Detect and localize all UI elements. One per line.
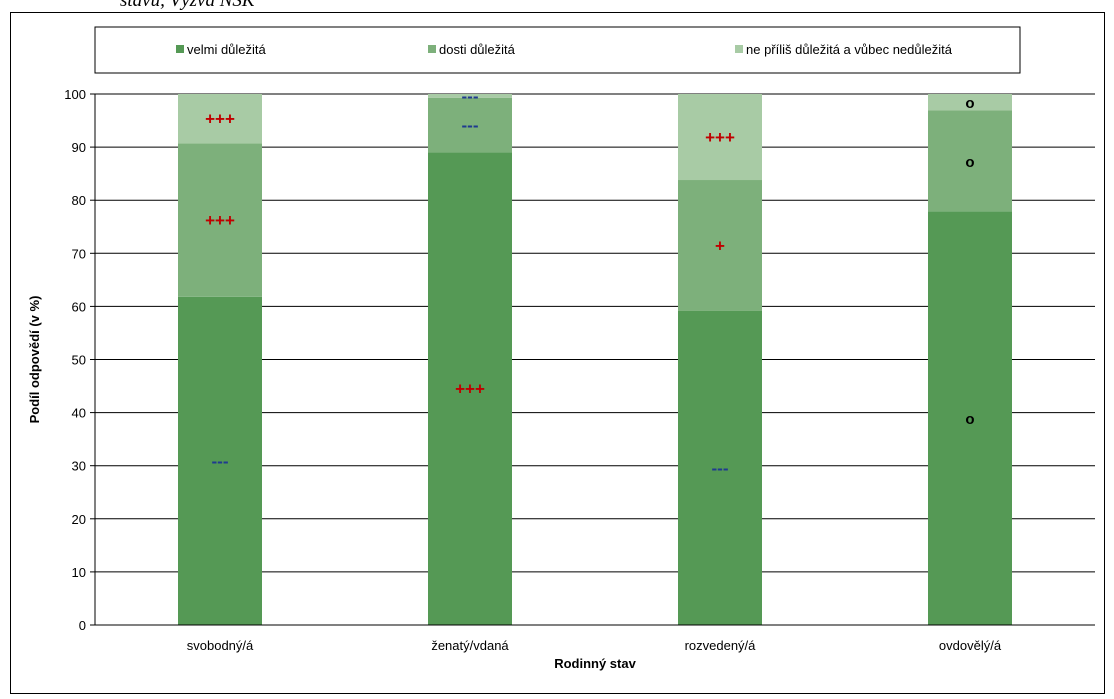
sig-marker-2-2: --- [462,116,479,135]
bar-1-3 [178,94,262,144]
axes: 0 10 20 30 40 50 60 70 80 90 100 svobodný/á ženatý/v… [27,87,1095,671]
y-tick-label-50: 50 [72,353,86,368]
bar-1-2 [178,143,262,297]
legend-label-1: velmi důležitá [187,42,267,57]
sig-marker-1-2: +++ [205,211,235,230]
legend-box [94,26,1021,74]
bar-3-1 [678,310,762,625]
x-tick-label-2: ženatý/vdaná [431,638,509,653]
x-axis-title: Rodinný stav [554,656,636,671]
legend-swatch-1 [176,45,184,53]
bar-4-1 [928,211,1012,625]
sig-marker-4-1: o [965,411,974,428]
x-tick-label-3: rozvedený/á [685,638,757,653]
x-tick-label-1: svobodný/á [187,638,254,653]
bar-2-1 [428,152,512,625]
y-tick-label-100: 100 [64,87,86,102]
y-tick-label-60: 60 [72,299,86,314]
y-axis-title: Podíl odpovědí (v %) [27,296,42,424]
bar-2-2 [428,97,512,153]
y-tick-label-10: 10 [72,565,86,580]
y-tick-label-70: 70 [72,246,86,261]
bar-3-2 [678,180,762,311]
legend-swatch-2 [428,45,436,53]
legend-swatch-3 [735,45,743,53]
sig-marker-1-1: --- [212,452,229,471]
bar-4-3 [928,94,1012,111]
y-tick-label-20: 20 [72,512,86,527]
sig-marker-3-3: +++ [705,128,735,147]
sig-marker-3-2: + [715,236,725,255]
bar-4-2 [928,110,1012,212]
y-tick-label-40: 40 [72,406,86,421]
stacked-bar-chart: velmi důležitá dosti důležitá ne příliš dů… [27,26,1095,671]
bar-1-1 [178,296,262,625]
legend-label-2: dosti důležitá [439,42,516,57]
legend: velmi důležitá dosti důležitá ne příliš dů… [94,26,1021,74]
chart-frame: velmi důležitá dosti důležitá ne příliš dů… [10,12,1105,694]
sig-marker-1-3: +++ [205,110,235,129]
significance-markers: ---+++++++++---------++++ooo [205,87,974,478]
bars [178,94,1012,625]
sig-marker-4-3: o [965,95,974,112]
legend-label-3: ne příliš důležitá a vůbec nedůležitá [746,42,953,57]
y-tick-label-0: 0 [79,618,86,633]
y-tick-label-90: 90 [72,140,86,155]
y-tick-label-80: 80 [72,193,86,208]
y-tick-label-30: 30 [72,459,86,474]
bar-3-3 [678,94,762,181]
x-tick-label-4: ovdovělý/á [939,638,1002,653]
sig-marker-2-3: --- [462,87,479,106]
cropped-caption-fragment: stavu, Výzva NSK [120,0,255,11]
sig-marker-3-1: --- [712,459,729,478]
bar-2-3 [428,94,512,98]
sig-marker-2-1: +++ [455,380,485,399]
sig-marker-4-2: o [965,154,974,171]
